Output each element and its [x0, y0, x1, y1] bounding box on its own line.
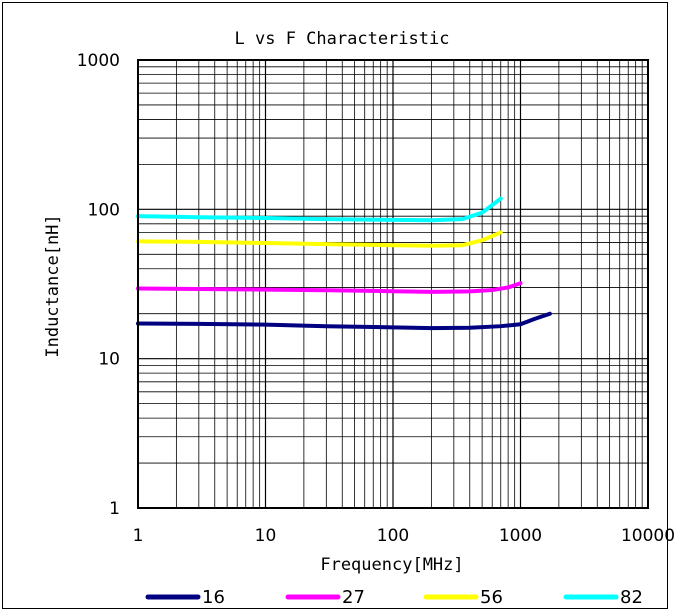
x-tick-label: 100 [377, 526, 409, 546]
legend: 16 27 56 82 [145, 587, 643, 608]
series-line-27 [136, 281, 523, 294]
y-tick-label: 10 [98, 350, 120, 370]
y-tick-label: 1 [109, 499, 120, 519]
chart-title: L vs F Characteristic [235, 29, 450, 49]
y-tick-label: 100 [88, 200, 120, 220]
x-tick-label: 1000 [499, 526, 542, 546]
series-line-16 [136, 311, 552, 331]
series-line-56 [136, 230, 503, 248]
y-axis-label: Inductance[nH] [43, 214, 63, 357]
series-line-82 [136, 196, 503, 223]
plot-border [137, 59, 649, 509]
x-tick-label: 10 [255, 526, 277, 546]
tick-labels: 1 10 100 1000 10000 1 10 100 1000 [77, 51, 675, 546]
series-lines [136, 196, 552, 331]
x-tick-label: 1 [133, 526, 144, 546]
legend-label-82: 82 [620, 587, 643, 608]
legend-label-16: 16 [202, 587, 225, 608]
x-axis-label: Frequency[MHz] [320, 555, 463, 575]
legend-label-56: 56 [480, 587, 503, 608]
gridlines [138, 60, 648, 508]
x-tick-label: 10000 [621, 526, 675, 546]
legend-label-27: 27 [342, 587, 365, 608]
y-tick-label: 1000 [77, 51, 120, 71]
